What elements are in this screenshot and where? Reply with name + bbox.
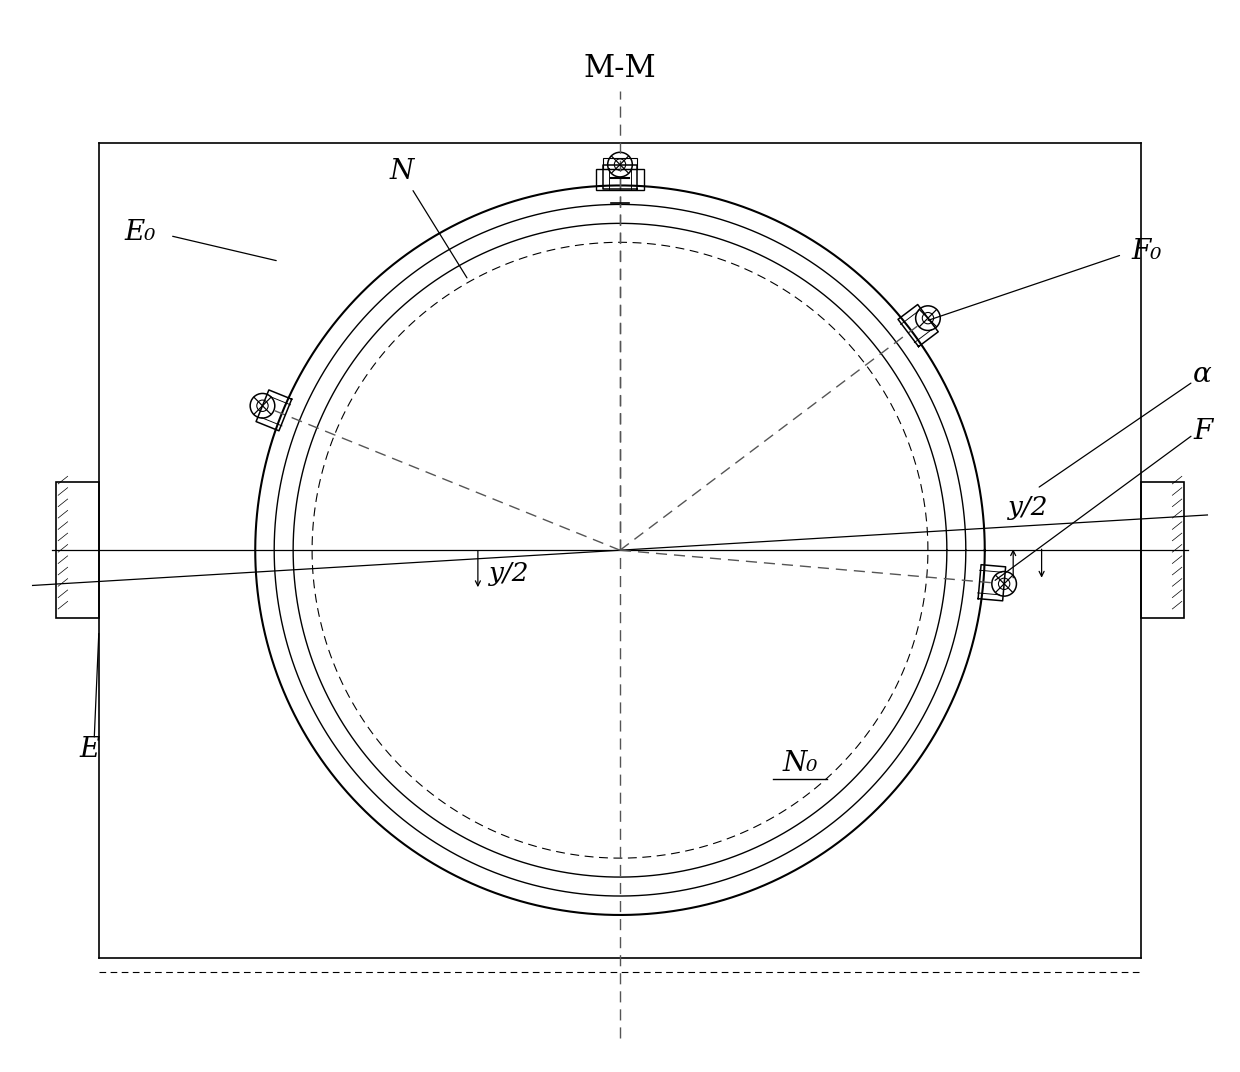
Text: F: F — [1193, 418, 1213, 445]
Text: N₀: N₀ — [782, 750, 817, 777]
Text: α: α — [1193, 361, 1211, 388]
Bar — [1141, 482, 1184, 619]
Bar — [603, 158, 637, 169]
Bar — [56, 482, 99, 619]
Bar — [596, 169, 644, 190]
Text: E₀: E₀ — [124, 220, 156, 247]
Text: M-M: M-M — [584, 53, 656, 84]
Text: N: N — [389, 159, 414, 185]
Text: y/2: y/2 — [490, 562, 529, 586]
Text: F₀: F₀ — [1132, 238, 1162, 265]
Text: y/2: y/2 — [1008, 495, 1049, 520]
Text: E: E — [79, 735, 99, 762]
